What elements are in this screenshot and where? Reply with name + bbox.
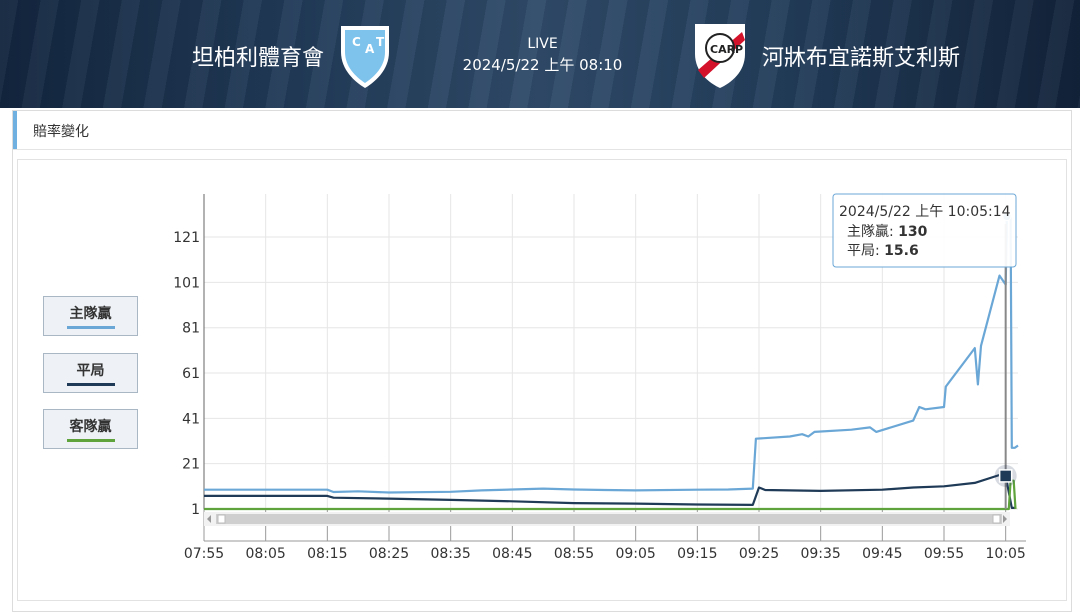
legend-home-win-label: 主隊贏: [69, 306, 112, 322]
scroll-left-arrow-icon[interactable]: [207, 515, 211, 523]
svg-text:T: T: [376, 35, 385, 49]
y-tick-label: 41: [182, 411, 200, 427]
x-tick-label: 07:55: [184, 546, 224, 562]
legend-draw[interactable]: 平局: [43, 353, 138, 393]
home-team-logo: C A T: [341, 26, 389, 88]
y-tick-label: 81: [182, 321, 200, 337]
legend-away-win-label: 客隊贏: [69, 419, 112, 435]
tooltip-box: [832, 193, 1017, 268]
svg-text:A: A: [365, 42, 375, 56]
x-tick-label: 09:55: [924, 546, 964, 562]
tooltip-row-home: 主隊贏: 130: [847, 224, 928, 240]
away-team-logo: CARP: [695, 24, 745, 88]
scrollbar-thumb[interactable]: [216, 514, 1002, 524]
away-team-name: 河牀布宜諾斯艾利斯: [762, 46, 961, 71]
y-tick-label: 121: [173, 230, 200, 246]
x-tick-label: 09:35: [800, 546, 840, 562]
chart-scrollbar[interactable]: [204, 512, 1010, 526]
x-tick-label: 09:15: [677, 546, 717, 562]
tooltip-row-draw: 平局: 15.6: [847, 243, 919, 259]
x-tick-label: 08:05: [245, 546, 285, 562]
chart-crosshair: [994, 212, 1017, 509]
x-tick-label: 10:05: [985, 546, 1025, 562]
x-tick-label: 08:55: [554, 546, 594, 562]
match-datetime: 2024/5/22 上午 08:10: [462, 56, 623, 74]
y-tick-label: 1: [191, 502, 200, 518]
match-banner: 坦柏利體育會 C A T LIVE 2024/5/22 上午 08:10 CAR…: [0, 0, 1080, 108]
y-tick-label: 21: [182, 457, 200, 473]
legend-home-win-swatch: [67, 326, 115, 329]
tooltip-time: 2024/5/22 上午 10:05:14: [839, 204, 1011, 220]
chart-container: [17, 159, 1067, 601]
scroll-right-arrow-icon[interactable]: [1003, 515, 1007, 523]
x-tick-label: 09:05: [615, 546, 655, 562]
hover-point-draw: [998, 469, 1013, 483]
chart-tooltip: 2024/5/22 上午 10:05:14 主隊贏: 130 平局: 15.6: [832, 193, 1017, 268]
svg-text:CARP: CARP: [710, 43, 743, 56]
series-line-0: [204, 215, 1019, 494]
legend-away-win-swatch: [67, 439, 115, 442]
legend-away-win[interactable]: 客隊贏: [43, 409, 138, 449]
home-team-name: 坦柏利體育會: [192, 46, 325, 71]
legend-draw-label: 平局: [76, 363, 105, 379]
svg-text:C: C: [352, 35, 361, 49]
scrollbar-left-handle[interactable]: [217, 514, 226, 524]
panel-accent-bar: [13, 111, 17, 149]
x-tick-label: 08:25: [369, 546, 409, 562]
x-tick-label: 08:15: [307, 546, 347, 562]
y-tick-label: 101: [173, 275, 200, 291]
panel-title: 賠率變化: [33, 124, 89, 140]
scrollbar-right-handle[interactable]: [992, 514, 1001, 524]
match-status-block: LIVE 2024/5/22 上午 08:10: [440, 36, 645, 75]
x-tick-label: 09:45: [862, 546, 902, 562]
x-tick-label: 08:35: [430, 546, 470, 562]
x-axis-labels: 07:55 08:05 08:15 08:25 08:35 08:45 08:55 09:05…: [184, 546, 1026, 562]
live-status: LIVE: [527, 36, 558, 52]
panel-header: 賠率變化: [13, 111, 1071, 150]
legend-draw-swatch: [67, 383, 115, 386]
y-tick-label: 61: [182, 366, 200, 382]
x-tick-label: 09:25: [739, 546, 779, 562]
series-line-1: [204, 473, 1015, 509]
legend-home-win[interactable]: 主隊贏: [43, 296, 138, 336]
x-tick-label: 08:45: [492, 546, 532, 562]
